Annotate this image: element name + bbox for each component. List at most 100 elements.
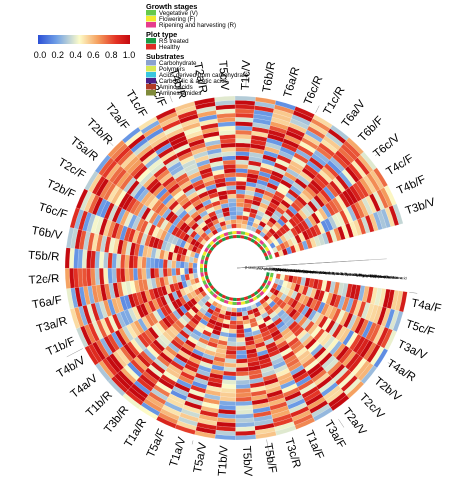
plot-type-cell xyxy=(232,297,237,301)
growth-stage-cell xyxy=(262,287,268,293)
heatmap-cell xyxy=(235,151,250,157)
growth-stage-cell xyxy=(262,243,268,249)
legend-swatch xyxy=(146,90,156,96)
heatmap-cell xyxy=(222,370,237,377)
heatmap-cell xyxy=(235,379,250,385)
substrate-label: Putrescine xyxy=(385,275,402,280)
plot-type-cell xyxy=(240,235,245,239)
heatmap-cell xyxy=(236,354,248,360)
growth-stage-cell xyxy=(259,239,265,246)
growth-stage-cell xyxy=(259,290,265,297)
legend-swatch xyxy=(146,16,156,22)
heatmap-cell xyxy=(230,311,237,317)
heatmap-cell xyxy=(120,254,126,269)
substrate-labels: β-Methyl-D-glucosideD-Xylosei-Erythritol… xyxy=(245,265,407,280)
growth-stage-cell xyxy=(244,231,250,237)
annotation-rings xyxy=(199,230,274,306)
legend-swatch xyxy=(146,78,156,84)
heatmap-cell xyxy=(184,261,189,269)
growth-stage-cell xyxy=(252,296,258,301)
heatmap-cell xyxy=(230,219,237,225)
segment-label: T6a/F xyxy=(31,294,63,311)
legend-swatch xyxy=(146,38,156,44)
legend-swatch xyxy=(146,22,156,28)
legend-swatch xyxy=(146,66,156,72)
plot-type-cell xyxy=(265,272,270,277)
growth-stage-cell xyxy=(212,237,218,243)
plot-type-cell xyxy=(247,236,252,242)
substrate-label: L-Phenylalanine xyxy=(355,273,381,279)
substrate-label: D-Glucosaminic acid xyxy=(297,269,330,275)
growth-stage-cell xyxy=(248,298,254,303)
growth-stage-cell xyxy=(227,231,233,236)
dendrogram-branch xyxy=(266,439,271,463)
plot-type-cell xyxy=(206,278,211,284)
dendrogram-branch xyxy=(315,105,320,113)
heatmap-cell xyxy=(235,121,253,127)
plot-type-cell xyxy=(204,260,208,265)
substrate-label: Glycyl-L-glutamic acid xyxy=(359,273,394,279)
heatmap-cell xyxy=(179,267,185,275)
heatmap-cell xyxy=(235,134,252,140)
heatmap-cell xyxy=(171,260,177,269)
heatmap-cell xyxy=(228,202,237,208)
legend-swatch xyxy=(146,44,156,50)
plot-type-cell xyxy=(232,235,237,239)
plot-type-cell xyxy=(243,235,249,240)
heatmap-cell xyxy=(226,189,237,195)
plot-type-cell xyxy=(215,290,220,296)
heatmap-cell xyxy=(111,253,118,269)
segment-label: T4a/F xyxy=(410,297,442,315)
heatmap-cell xyxy=(236,316,243,321)
heatmap-cell xyxy=(223,164,236,170)
growth-stage-cell xyxy=(252,234,258,240)
plot-type-cell xyxy=(259,285,264,291)
growth-stage-cell xyxy=(264,246,270,252)
substrate-label: L-Serine xyxy=(372,274,386,279)
plot-type-cell xyxy=(204,271,208,276)
dendrogram-branch xyxy=(40,278,60,281)
heatmap-cell xyxy=(236,320,244,326)
heatmap-cell xyxy=(235,185,247,191)
segment-label: T6b/V xyxy=(31,225,64,242)
segment-label: T3a/V xyxy=(396,338,429,362)
growth-stage-cell xyxy=(206,287,212,293)
heatmap-cell xyxy=(228,328,237,334)
segment-label: T6c/V xyxy=(371,132,402,160)
plot-type-cell xyxy=(221,237,227,242)
growth-stage-cell xyxy=(212,293,218,299)
heatmap-cell xyxy=(192,267,198,274)
heatmap-cell xyxy=(229,210,237,216)
substrate-label: β-Methyl-D-glucoside xyxy=(245,265,279,271)
heatmap-cell xyxy=(235,383,251,389)
heatmap-cell xyxy=(175,267,181,276)
growth-stage-cell xyxy=(232,231,237,235)
growth-stage-cell xyxy=(204,283,209,289)
heatmap-cell xyxy=(137,268,143,281)
segment-label: T1c/V xyxy=(240,60,253,91)
legend-item: RS treated xyxy=(159,38,189,45)
segment-label: T1b/R xyxy=(84,389,115,420)
heatmap-cell xyxy=(235,388,251,394)
heatmap-cells xyxy=(64,95,408,441)
substrate-label: 4-Hydroxy benzoic acid xyxy=(297,269,335,276)
heatmap-cell xyxy=(235,142,251,148)
legend-item: Vegetative (V) xyxy=(159,10,198,17)
legend-group-title: Growth stages xyxy=(146,2,197,11)
segment-label: T1a/V xyxy=(168,435,189,468)
plot-type-cell xyxy=(214,240,220,246)
substrate-label: α-Ketobutyric acid xyxy=(318,270,347,276)
plot-type-cell xyxy=(225,236,230,241)
segment-label: T6b/R xyxy=(261,61,278,94)
heatmap-cell xyxy=(236,311,243,317)
growth-stage-cell xyxy=(236,230,242,235)
dendrogram-branch xyxy=(191,440,194,445)
plot-type-cell xyxy=(256,242,262,248)
colorbar: 0.0 0.2 0.4 0.6 0.8 1.0 xyxy=(34,35,135,60)
heatmap-cell xyxy=(235,405,253,411)
heatmap-cell xyxy=(128,268,134,282)
plot-type-cell xyxy=(206,252,211,258)
heatmap-cell xyxy=(224,362,237,368)
heatmap-cell xyxy=(184,267,189,275)
heatmap-cell xyxy=(116,253,122,269)
